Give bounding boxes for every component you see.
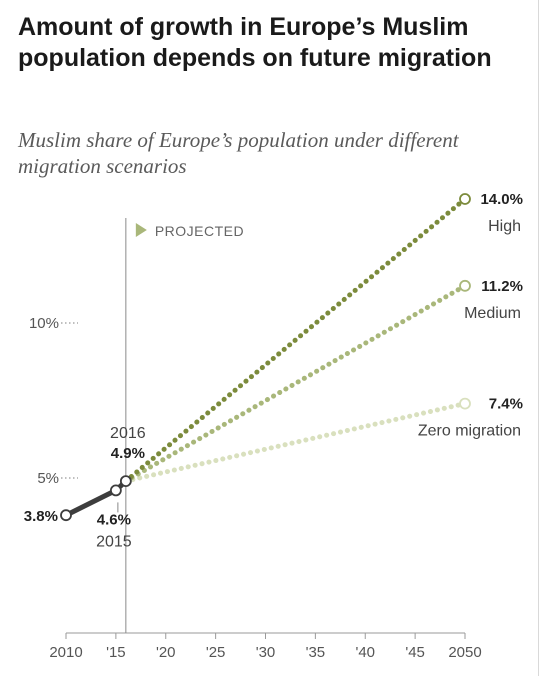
x-tick-label: '35: [306, 644, 326, 661]
series-end-point: [459, 397, 471, 410]
series-end-point: [459, 193, 471, 205]
projected-arrow-icon: [135, 223, 147, 237]
series-line: [123, 401, 468, 484]
projected-label: PROJECTED: [155, 223, 244, 239]
historical-value-label: 4.9%: [111, 445, 145, 462]
series-end-value: 11.2%: [481, 278, 523, 295]
historical-point: [119, 475, 132, 488]
chart-frame: Amount of growth in Europe’s Muslim popu…: [18, 0, 539, 676]
historical-point: [60, 509, 72, 522]
historical-point: [109, 484, 122, 497]
series-end-value: 7.4%: [489, 396, 523, 413]
x-tick-label: 2050: [448, 644, 481, 661]
y-tick-label: 10%: [29, 315, 59, 332]
x-tick-label: '15: [106, 644, 126, 661]
series-end-value: 14.0%: [480, 191, 523, 208]
historical-value-label: 3.8%: [24, 508, 58, 525]
x-tick-label: '30: [256, 644, 276, 661]
y-tick-label: 5%: [37, 470, 59, 487]
historical-year-label: 2016: [110, 425, 146, 442]
series-name-label: High: [488, 218, 521, 235]
x-tick-label: '20: [156, 644, 176, 661]
chart-title: Amount of growth in Europe’s Muslim popu…: [18, 13, 492, 72]
series-end-point: [459, 279, 471, 292]
x-tick-label: '45: [405, 644, 425, 661]
series-line: [123, 196, 468, 484]
x-tick-label: 2010: [49, 644, 82, 661]
series-name-label: Medium: [464, 305, 521, 322]
series-name-label: Zero migration: [418, 423, 521, 440]
series-line: [123, 283, 468, 484]
x-tick-label: '25: [206, 644, 226, 661]
historical-value-label: 4.6%: [97, 511, 131, 528]
x-tick-label: '40: [355, 644, 375, 661]
historical-year-label: 2015: [96, 533, 132, 550]
chart-subtitle: Muslim share of Europe’s population unde…: [18, 128, 459, 178]
